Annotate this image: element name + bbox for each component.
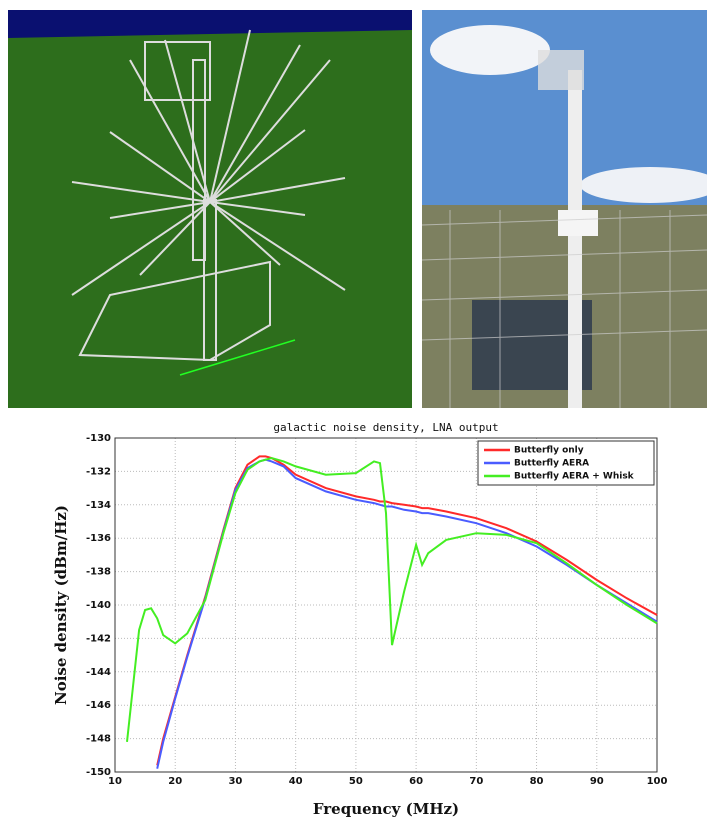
x-tick-label: 80 [530,776,544,787]
antenna-model-image [8,10,412,408]
x-tick-label: 10 [108,776,122,787]
y-tick-label: -144 [86,667,111,678]
y-tick-label: -140 [86,600,111,611]
x-axis-label: Frequency (MHz) [313,800,459,818]
legend-label: Butterfly AERA + Whisk [514,472,635,482]
y-tick-label: -138 [86,567,111,578]
x-tick-label: 60 [409,776,423,787]
y-tick-label: -134 [86,500,111,511]
legend-label: Butterfly AERA [514,459,589,469]
y-tick-label: -132 [86,466,111,477]
y-tick-label: -130 [86,433,111,444]
x-tick-label: 100 [647,776,668,787]
series-line [126,456,658,743]
antenna-photo [421,10,707,408]
x-tick-label: 20 [168,776,182,787]
y-tick-label: -150 [86,767,111,778]
x-tick-label: 50 [349,776,363,787]
legend-label: Butterfly only [514,446,584,456]
x-tick-label: 30 [228,776,242,787]
y-tick-label: -148 [86,734,111,745]
y-tick-label: -146 [86,700,111,711]
plot-frame [114,437,658,773]
y-axis-label: Noise density (dBm/Hz) [52,505,70,705]
x-tick-label: 90 [590,776,604,787]
x-tick-label: 40 [289,776,303,787]
x-tick-label: 70 [469,776,483,787]
chart-title: galactic noise density, LNA output [273,421,498,434]
y-tick-label: -142 [86,633,111,644]
y-tick-label: -136 [86,533,111,544]
